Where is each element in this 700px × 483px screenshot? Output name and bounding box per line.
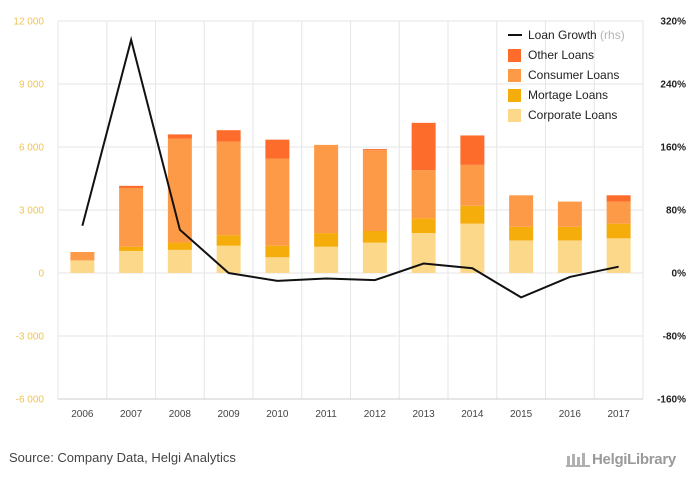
bar-segment <box>460 205 485 224</box>
left-axis-ticks: -6 000 -3 000 0 3 000 6 000 9 000 12 000 <box>13 17 44 406</box>
legend-label: Other Loans <box>528 48 594 62</box>
bar-segment <box>216 141 241 236</box>
bar-segment <box>362 231 387 243</box>
bar-segment <box>70 252 95 261</box>
legend-swatch <box>508 69 521 82</box>
legend-label: Consumer Loans <box>528 68 619 82</box>
right-tick-label: 320% <box>660 17 686 28</box>
left-tick-label: 9 000 <box>19 80 44 91</box>
loan-growth-line <box>81 35 619 299</box>
right-tick-label: 0% <box>672 269 687 280</box>
brand-name: HelgiLibrary <box>592 450 676 468</box>
brand-logo: HelgiLibrary <box>566 448 676 470</box>
bar-segment <box>314 233 339 247</box>
bar-segment <box>557 226 582 241</box>
bar-segment <box>167 138 192 243</box>
bar-segment <box>557 240 582 273</box>
bar-segment <box>362 242 387 273</box>
x-tick-label: 2016 <box>559 409 582 420</box>
x-tick-label: 2014 <box>461 409 484 420</box>
bar-segment <box>460 164 485 206</box>
source-note: Source: Company Data, Helgi Analytics <box>9 450 236 465</box>
bar-segment <box>411 122 436 171</box>
x-tick-label: 2015 <box>510 409 533 420</box>
bar-segment <box>119 187 144 247</box>
bar-segment <box>606 223 631 239</box>
right-tick-label: -160% <box>657 395 686 406</box>
bar-segment <box>362 149 387 151</box>
stacked-bars <box>70 122 631 273</box>
x-axis-ticks: 2006 2007 2008 2009 2010 2011 2012 2013 2014 2015… <box>71 409 630 420</box>
bar-segment <box>216 235 241 246</box>
bar-segment <box>167 249 192 273</box>
loan-chart: -6 000 -3 000 0 3 000 6 000 9 000 12 000 -160%… <box>13 17 686 421</box>
legend-swatch <box>508 89 521 102</box>
bar-segment <box>119 185 144 188</box>
bar-segment <box>606 201 631 224</box>
left-tick-label: -6 000 <box>16 395 45 406</box>
bar-segment <box>509 240 534 273</box>
bar-segment <box>557 201 582 227</box>
bar-segment <box>362 150 387 231</box>
right-tick-label: 240% <box>660 80 686 91</box>
x-tick-label: 2008 <box>169 409 192 420</box>
x-tick-label: 2010 <box>266 409 289 420</box>
legend-rhs-note: (rhs) <box>600 28 625 42</box>
x-tick-label: 2017 <box>608 409 631 420</box>
right-tick-label: 80% <box>666 206 686 217</box>
bar-segment <box>119 250 144 273</box>
left-tick-label: 0 <box>38 269 44 280</box>
bar-segment <box>314 144 339 234</box>
legend-swatch <box>508 49 521 62</box>
x-tick-label: 2009 <box>218 409 241 420</box>
x-tick-label: 2011 <box>315 409 337 420</box>
legend-swatch <box>508 109 521 122</box>
right-axis-ticks: -160% -80% 0% 80% 160% 240% 320% <box>657 17 686 406</box>
bar-segment <box>265 158 290 246</box>
right-tick-label: 160% <box>660 143 686 154</box>
legend-label: Loan Growth (rhs) <box>528 28 625 42</box>
left-tick-label: 6 000 <box>19 143 44 154</box>
bar-segment <box>314 246 339 273</box>
library-icon <box>566 453 590 467</box>
loan-growth-line-path <box>81 35 619 299</box>
bar-segment <box>509 195 534 227</box>
bar-segment <box>411 170 436 219</box>
legend-label: Corporate Loans <box>528 108 617 122</box>
bar-segment <box>265 245 290 258</box>
legend: Loan Growth (rhs) Other Loans Consumer Loa… <box>508 28 625 122</box>
bar-segment <box>167 242 192 250</box>
left-tick-label: -3 000 <box>16 332 45 343</box>
legend-label: Mortage Loans <box>528 88 608 102</box>
legend-label-text: Loan Growth <box>528 28 600 42</box>
grid-lines <box>57 20 644 400</box>
left-tick-label: 3 000 <box>19 206 44 217</box>
bar-segment <box>411 218 436 234</box>
bar-segment <box>167 134 192 139</box>
x-tick-label: 2013 <box>413 409 436 420</box>
bar-segment <box>460 223 485 273</box>
x-tick-label: 2006 <box>71 409 94 420</box>
bar-segment <box>265 257 290 273</box>
right-tick-label: -80% <box>663 332 686 343</box>
bar-segment <box>509 226 534 241</box>
bar-segment <box>70 260 95 273</box>
bar-segment <box>216 245 241 273</box>
bar-segment <box>216 130 241 142</box>
left-tick-label: 12 000 <box>13 17 44 28</box>
x-tick-label: 2007 <box>120 409 143 420</box>
bar-segment <box>119 246 144 251</box>
bar-segment <box>606 195 631 202</box>
bar-segment <box>460 135 485 165</box>
x-tick-label: 2012 <box>364 409 387 420</box>
bar-segment <box>265 139 290 159</box>
